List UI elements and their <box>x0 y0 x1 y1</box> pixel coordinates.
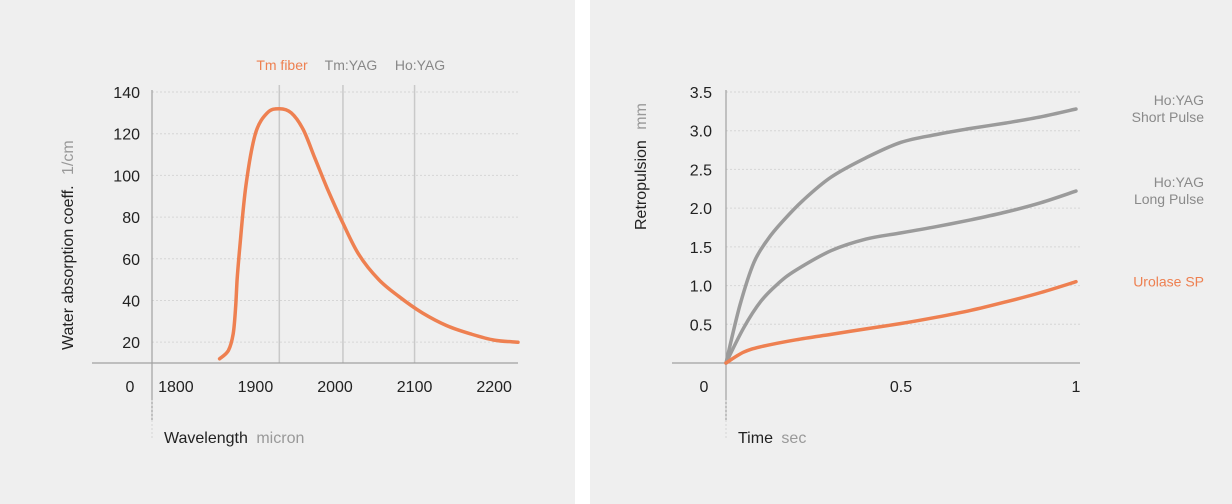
series-label: Short Pulse <box>1132 109 1205 125</box>
series-label: Ho:YAG <box>1154 174 1204 190</box>
x-axis-label: Time sec <box>738 430 806 447</box>
retropulsion-chart-panel: 3.5 3.0 2.5 2.0 1.5 1.0 0.5 0 0.5 1 Time sec Retrop… <box>590 0 1232 504</box>
y-tick-label: 3.5 <box>690 85 712 102</box>
y-tick-label: 80 <box>122 210 140 227</box>
y-tick-label: 40 <box>122 293 140 310</box>
absorption-curve <box>217 106 520 361</box>
origin-label: 0 <box>700 379 709 396</box>
y-axis-title: Retropulsion <box>633 140 650 230</box>
y-tick-label: 2.0 <box>690 201 712 218</box>
marker-label: Tm fiber <box>256 57 308 73</box>
series-label: Urolase SP <box>1133 274 1204 290</box>
y-axis-label: Water absorption coeff. 1/cm <box>60 140 77 350</box>
y-tick-label: 20 <box>122 335 140 352</box>
x-tick-label: 2200 <box>476 379 512 396</box>
x-tick-label: 2100 <box>397 379 433 396</box>
y-tick-label: 60 <box>122 252 140 269</box>
x-tick-label: 0.5 <box>890 379 912 396</box>
retropulsion-curve <box>724 107 1078 365</box>
y-tick-label: 2.5 <box>690 162 712 179</box>
y-tick-label: 1.5 <box>690 240 712 257</box>
series-label: Long Pulse <box>1134 191 1204 207</box>
x-tick-label: 1800 <box>158 379 194 396</box>
y-tick-label: 0.5 <box>690 317 712 334</box>
y-tick-label: 120 <box>113 127 140 144</box>
x-tick-label: 2000 <box>317 379 353 396</box>
marker-label: Tm:YAG <box>325 57 378 73</box>
retropulsion-curve <box>724 189 1078 365</box>
y-tick-label: 3.0 <box>690 124 712 141</box>
y-axis-label: Retropulsion mm <box>633 103 650 230</box>
x-tick-label: 1900 <box>238 379 274 396</box>
x-axis-title: Wavelength <box>164 430 248 447</box>
x-axis-label: Wavelength micron <box>164 430 304 447</box>
y-tick-label: 140 <box>113 85 140 102</box>
y-tick-label: 1.0 <box>690 279 712 296</box>
y-axis-unit: 1/cm <box>60 140 77 179</box>
retropulsion-curve <box>724 279 1078 365</box>
series-label: Ho:YAG <box>1154 92 1204 108</box>
x-axis-unit: micron <box>252 430 304 447</box>
absorption-chart: Tm fiber Tm:YAG Ho:YAG 140 120 100 80 60 40 20 0 18… <box>60 57 520 447</box>
y-axis-title: Water absorption coeff. <box>60 185 77 350</box>
retropulsion-chart: 3.5 3.0 2.5 2.0 1.5 1.0 0.5 0 0.5 1 Time sec Retrop… <box>633 85 1205 447</box>
marker-label: Ho:YAG <box>395 57 445 73</box>
y-tick-label: 100 <box>113 168 140 185</box>
y-axis-unit: mm <box>633 103 650 134</box>
x-axis-title: Time <box>738 430 773 447</box>
x-axis-unit: sec <box>777 430 806 447</box>
x-tick-label: 1 <box>1072 379 1081 396</box>
origin-label: 0 <box>126 379 135 396</box>
absorption-chart-panel: Tm fiber Tm:YAG Ho:YAG 140 120 100 80 60 40 20 0 18… <box>0 0 575 504</box>
